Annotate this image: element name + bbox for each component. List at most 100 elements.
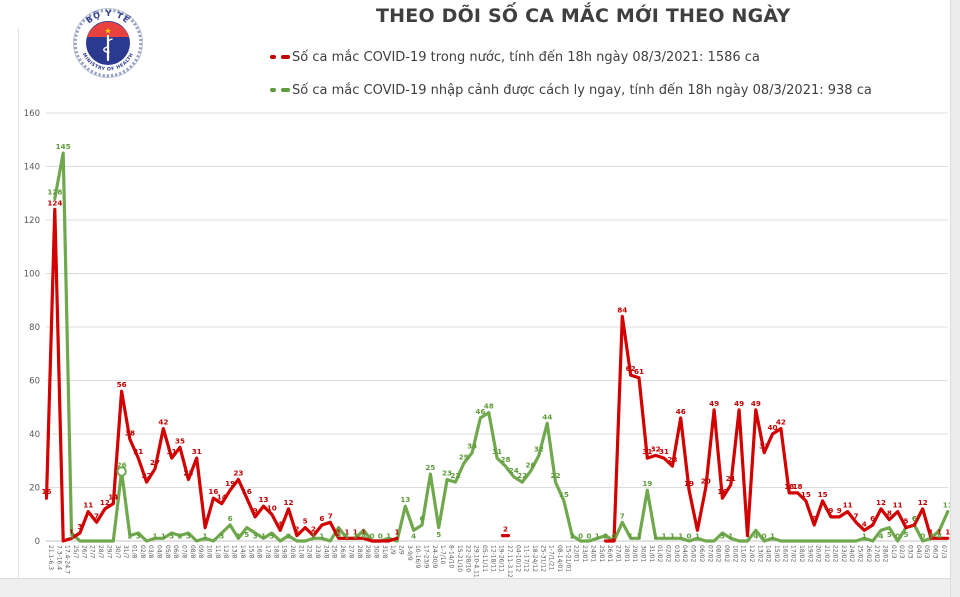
svg-text:06/3: 06/3: [932, 545, 939, 559]
svg-text:12: 12: [876, 498, 886, 507]
svg-text:11-17/12: 11-17/12: [523, 545, 530, 572]
svg-text:61: 61: [634, 367, 644, 376]
legend-item-imported: Số ca mắc COVID-19 nhập cảnh được cách l…: [270, 79, 872, 101]
svg-text:1-7/1/21: 1-7/1/21: [548, 545, 555, 570]
svg-text:60: 60: [29, 377, 40, 387]
svg-text:17/8: 17/8: [264, 545, 271, 559]
svg-text:22/01: 22/01: [573, 545, 580, 562]
svg-text:12: 12: [918, 498, 928, 507]
svg-text:10/02: 10/02: [731, 545, 738, 562]
svg-text:04/3: 04/3: [915, 545, 922, 559]
svg-text:27.11-3.12: 27.11-3.12: [506, 545, 513, 578]
svg-text:1: 1: [678, 532, 683, 541]
svg-text:26/01: 26/01: [606, 545, 613, 562]
svg-text:26/02: 26/02: [865, 545, 872, 562]
svg-text:2/9: 2/9: [397, 545, 404, 555]
svg-text:1: 1: [386, 532, 391, 541]
svg-text:29.10-4.11: 29.10-4.11: [473, 545, 480, 578]
svg-text:2: 2: [603, 532, 608, 541]
svg-text:1: 1: [670, 532, 675, 541]
svg-text:19: 19: [642, 479, 652, 488]
svg-text:1: 1: [344, 527, 349, 536]
svg-text:124: 124: [47, 198, 62, 207]
ministry-of-health-logo: ★ BỘ Y TẾ MINISTRY OF HEALTH: [73, 8, 143, 78]
svg-text:20: 20: [701, 477, 711, 486]
svg-text:3: 3: [136, 532, 141, 541]
svg-text:28: 28: [667, 455, 677, 464]
svg-text:3: 3: [186, 532, 191, 541]
svg-text:100: 100: [24, 270, 40, 280]
svg-text:49: 49: [751, 399, 761, 408]
svg-text:23: 23: [183, 468, 193, 477]
svg-text:25/01: 25/01: [598, 545, 605, 562]
svg-text:4: 4: [695, 519, 700, 528]
svg-text:145: 145: [56, 142, 71, 151]
svg-text:46: 46: [676, 407, 686, 416]
svg-text:84: 84: [617, 305, 627, 314]
svg-text:22: 22: [450, 471, 460, 480]
svg-text:0: 0: [378, 532, 383, 541]
svg-text:33: 33: [759, 442, 769, 451]
svg-text:9: 9: [837, 506, 842, 515]
svg-text:6: 6: [912, 514, 917, 523]
svg-text:30/01: 30/01: [639, 545, 646, 562]
svg-text:11/8: 11/8: [214, 545, 221, 559]
svg-text:7: 7: [620, 511, 625, 520]
svg-text:35: 35: [175, 436, 185, 445]
svg-text:14: 14: [108, 493, 118, 502]
svg-text:13: 13: [258, 495, 268, 504]
svg-text:7.3-16.4: 7.3-16.4: [55, 545, 62, 570]
svg-text:62: 62: [626, 364, 636, 373]
svg-text:03/02: 03/02: [673, 545, 680, 562]
svg-text:1: 1: [595, 532, 600, 541]
svg-text:0: 0: [35, 537, 40, 547]
svg-text:08-14/01: 08-14/01: [556, 545, 563, 572]
svg-text:6: 6: [420, 514, 425, 523]
svg-text:1: 1: [336, 527, 341, 536]
svg-text:128: 128: [47, 188, 62, 197]
svg-text:11: 11: [943, 501, 953, 510]
svg-text:1: 1: [929, 532, 934, 541]
svg-text:22: 22: [142, 471, 152, 480]
svg-text:1-7/10: 1-7/10: [439, 545, 446, 565]
svg-text:3-9/9: 3-9/9: [406, 545, 413, 561]
svg-text:25/02: 25/02: [856, 545, 863, 562]
svg-text:23/01: 23/01: [581, 545, 588, 562]
svg-text:19/02: 19/02: [806, 545, 813, 562]
svg-text:19-26/11: 19-26/11: [498, 545, 505, 572]
svg-text:26/7: 26/7: [80, 545, 87, 559]
svg-text:1: 1: [319, 532, 324, 541]
svg-text:22-28/10: 22-28/10: [464, 545, 471, 572]
svg-text:31: 31: [492, 447, 502, 456]
svg-text:0: 0: [920, 532, 925, 541]
svg-text:24: 24: [509, 466, 519, 475]
svg-text:10: 10: [267, 503, 277, 512]
svg-text:4: 4: [278, 519, 283, 528]
svg-text:0: 0: [611, 532, 616, 541]
svg-text:2: 2: [127, 532, 132, 541]
svg-text:6: 6: [319, 514, 324, 523]
svg-text:22/02: 22/02: [831, 545, 838, 562]
svg-text:04-10/12: 04-10/12: [514, 545, 521, 572]
svg-text:23/8: 23/8: [314, 545, 321, 559]
svg-text:15-21/01: 15-21/01: [564, 545, 571, 572]
svg-text:44: 44: [542, 412, 552, 421]
svg-text:5: 5: [904, 530, 909, 539]
green-series-line: [53, 151, 950, 543]
svg-text:48: 48: [484, 402, 494, 411]
svg-text:18: 18: [784, 482, 794, 491]
svg-text:27/02: 27/02: [873, 545, 880, 562]
svg-text:06/8: 06/8: [172, 545, 179, 559]
svg-text:31: 31: [167, 447, 177, 456]
svg-text:18-24/12: 18-24/12: [531, 545, 538, 572]
page-title: THEO DÕI SỐ CA MẮC MỚI THEO NGÀY: [376, 5, 791, 27]
svg-text:11: 11: [893, 501, 903, 510]
svg-text:01/3: 01/3: [890, 545, 897, 559]
svg-text:03/8: 03/8: [147, 545, 154, 559]
svg-text:160: 160: [24, 109, 40, 119]
svg-text:06/02: 06/02: [698, 545, 705, 562]
svg-text:20/02: 20/02: [815, 545, 822, 562]
svg-text:3: 3: [253, 532, 258, 541]
svg-text:40: 40: [768, 423, 778, 432]
